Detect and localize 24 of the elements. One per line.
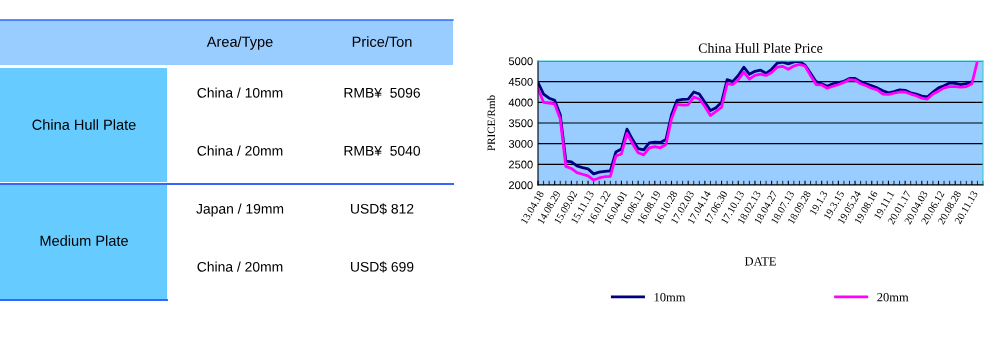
category-label: China Hull Plate (32, 119, 136, 130)
y-tick-label: 3000 (508, 139, 533, 148)
text: China / 20mm (197, 261, 283, 272)
text: China / 20mm (197, 145, 283, 156)
y-tick-label: 4000 (508, 98, 533, 107)
legend-label: 10mm (654, 292, 686, 302)
text: USD$ 812 (351, 203, 414, 215)
y-tick-label: 2500 (508, 160, 533, 169)
y-tick-label: 4500 (508, 77, 533, 86)
text: China / 10mm (197, 87, 283, 98)
y-tick-label: 3500 (508, 119, 533, 128)
category-label: Price/Ton (352, 36, 412, 47)
legend-label: 20mm (877, 292, 909, 302)
category-label: Medium Plate (40, 235, 128, 246)
y-tick-label: 2000 (508, 181, 533, 190)
category-label: Area/Type (206, 36, 273, 50)
x-axis-title: DATE (744, 257, 776, 266)
text: USD$ 699 (351, 261, 414, 273)
text: Japan / 19mm (196, 203, 284, 217)
text: RMB¥ 5040 (344, 145, 421, 156)
chart-title: China Hull Plate Price (698, 43, 823, 53)
y-axis-title: PRICE/Rmb (487, 95, 496, 151)
text: RMB¥ 5096 (344, 87, 420, 98)
y-tick-label: 5000 (508, 57, 533, 66)
